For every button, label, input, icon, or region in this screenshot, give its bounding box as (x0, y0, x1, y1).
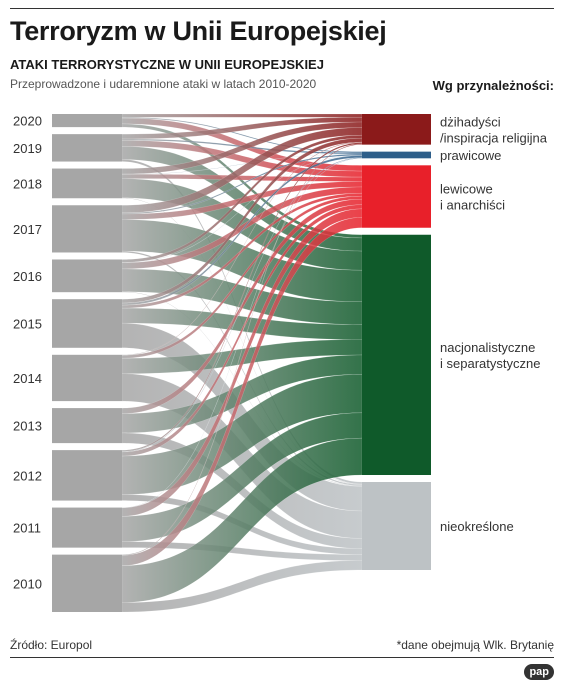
year-node-2016 (52, 259, 122, 293)
category-label-unspecified: nieokreślone (440, 519, 514, 534)
source-note: Źródło: Europol (10, 638, 93, 652)
flow-2011-right (121, 157, 363, 508)
year-node-2015 (52, 299, 122, 348)
top-rule (10, 8, 554, 9)
year-node-2010 (52, 554, 122, 612)
category-node-separatist (362, 234, 431, 476)
category-label-jihadist: dżihadyści/inspiracja religijna (440, 114, 548, 145)
category-node-jihadist (362, 114, 431, 145)
year-label-2011: 2011 (13, 521, 41, 536)
year-node-2011 (52, 507, 122, 548)
year-label-2017: 2017 (13, 222, 42, 237)
year-node-2020 (52, 114, 122, 128)
pap-logo: pap (524, 664, 554, 680)
category-label-line: dżihadyści (440, 114, 501, 129)
chart-subtitle: ATAKI TERRORYSTYCZNE W UNII EUROPEJSKIEJ (10, 57, 324, 72)
category-label-left: lewicowe i anarchiści (440, 182, 505, 213)
category-label-line: prawicowe (440, 148, 501, 163)
year-label-2020: 2020 (13, 114, 42, 129)
year-node-2017 (52, 205, 122, 253)
footnote: *dane obejmują Wlk. Brytanię (396, 638, 554, 652)
legend-title: Wg przynależności: (432, 78, 554, 93)
category-label-line: lewicowe (440, 182, 493, 197)
category-label-line: nacjonalistyczne (440, 340, 535, 355)
label-layer: 2020 2019 2018 2017 2016 2015 2014 2013 2012 2011… (13, 114, 548, 592)
flow-layer (121, 113, 363, 613)
category-label-separatist: nacjonalistyczne i separatystyczne (440, 340, 540, 371)
year-label-2010: 2010 (13, 576, 42, 591)
page-title: Terroryzm w Unii Europejskiej (10, 16, 387, 46)
year-node-2013 (52, 408, 122, 444)
flow-2010-left (121, 217, 363, 566)
year-node-2018 (52, 168, 122, 199)
category-node-right (362, 151, 431, 159)
year-label-2018: 2018 (13, 176, 42, 191)
year-label-2014: 2014 (13, 371, 42, 386)
year-label-2019: 2019 (13, 141, 42, 156)
category-label-line: /inspiracja religijna (440, 130, 548, 145)
year-label-2013: 2013 (13, 419, 42, 434)
bottom-rule (10, 657, 554, 658)
category-label-line: i anarchiści (440, 198, 505, 213)
year-label-2015: 2015 (13, 316, 42, 331)
flow-2020-jihadist (121, 113, 363, 118)
category-node-left (362, 165, 431, 228)
year-label-2016: 2016 (13, 269, 42, 284)
node-layer (52, 114, 431, 612)
category-label-right: prawicowe (440, 148, 501, 163)
year-label-2012: 2012 (13, 468, 42, 483)
year-node-2012 (52, 450, 122, 501)
year-node-2014 (52, 354, 122, 402)
category-label-line: nieokreślone (440, 519, 514, 534)
category-label-line: i separatystyczne (440, 356, 540, 371)
category-node-unspecified (362, 482, 431, 570)
year-node-2019 (52, 134, 122, 162)
chart-description: Przeprowadzone i udaremnione ataki w lat… (10, 77, 317, 91)
